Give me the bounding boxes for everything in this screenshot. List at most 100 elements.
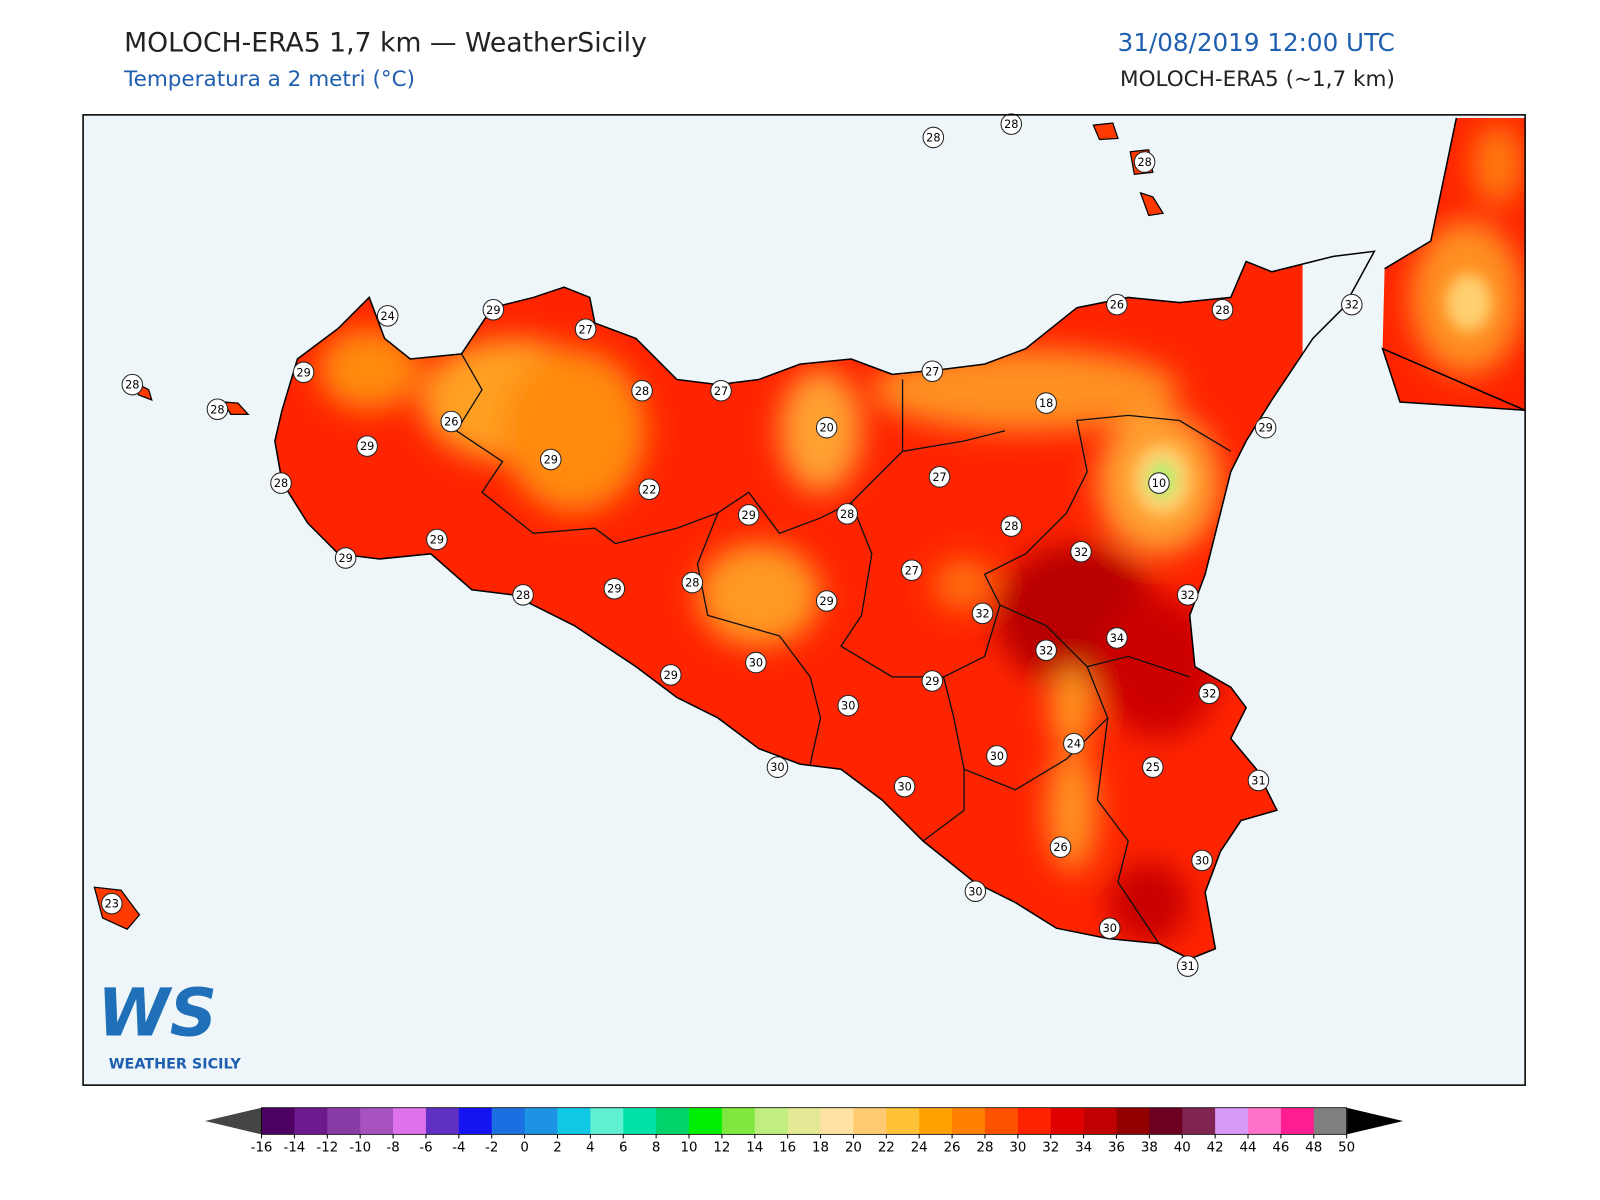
colorbar-segment xyxy=(853,1107,887,1135)
station-value: 27 xyxy=(714,385,728,398)
station-value: 22 xyxy=(642,483,656,496)
station-value: 30 xyxy=(841,700,855,713)
station-marker xyxy=(376,305,399,327)
colorbar-tick-label: -2 xyxy=(485,1141,498,1156)
station-value: 30 xyxy=(1103,922,1117,935)
station-marker xyxy=(1191,849,1213,872)
colorbar: -16 -14 -12 -10 -8 -6 -4 -2 0 2 4 6 8 10 12 14 16 18 20 22 2… xyxy=(205,1107,1404,1156)
station-marker xyxy=(426,528,448,551)
colorbar-segment xyxy=(1149,1107,1183,1135)
station-marker xyxy=(574,318,597,340)
station-value: 10 xyxy=(1152,477,1166,490)
colorbar-tick-label: -6 xyxy=(419,1141,432,1156)
station-marker xyxy=(660,664,682,686)
station-marker xyxy=(1000,515,1023,537)
colorbar-segment xyxy=(1215,1107,1249,1135)
datetime: 31/08/2019 12:00 UTC xyxy=(1118,28,1395,57)
colorbar-segment xyxy=(524,1107,558,1135)
station-value: 28 xyxy=(210,403,224,416)
colorbar-tick-label: 48 xyxy=(1305,1141,1322,1156)
subtitle: Temperatura a 2 metri (°C) xyxy=(123,67,415,92)
colorbar-tick-label: 2 xyxy=(553,1141,561,1156)
station-value: 28 xyxy=(125,379,139,392)
station-marker xyxy=(512,584,534,606)
colorbar-tick-label: -12 xyxy=(316,1141,338,1156)
colorbar-tick-label: 36 xyxy=(1108,1141,1125,1156)
station-marker xyxy=(1176,584,1199,606)
colorbar-tick-label: 42 xyxy=(1207,1141,1224,1156)
station-marker xyxy=(964,880,987,903)
station-value: 27 xyxy=(925,365,939,378)
station-value: 24 xyxy=(381,310,395,323)
station-marker xyxy=(901,559,923,582)
station-value: 28 xyxy=(274,477,288,490)
colorbar-segment xyxy=(1083,1107,1118,1135)
station-marker xyxy=(206,398,229,420)
colorbar-tick-label: 14 xyxy=(746,1141,763,1156)
colorbar-under xyxy=(205,1107,262,1135)
colorbar-segment xyxy=(590,1107,624,1135)
station-value: 30 xyxy=(770,761,784,774)
colorbar-tick-label: 46 xyxy=(1272,1141,1289,1156)
station-value: 30 xyxy=(749,657,763,670)
station-value: 32 xyxy=(1202,687,1216,700)
station-marker xyxy=(1198,682,1220,705)
logo-text: WEATHER SICILY xyxy=(109,1057,242,1073)
station-marker xyxy=(928,466,951,488)
colorbar-segment xyxy=(984,1107,1019,1135)
colorbar-tick-label: 30 xyxy=(1009,1141,1026,1156)
station-marker xyxy=(121,373,144,396)
colorbar-segment xyxy=(327,1107,361,1135)
station-marker xyxy=(737,504,760,526)
station-marker xyxy=(603,577,626,600)
colorbar-tick-label: 4 xyxy=(586,1141,594,1156)
colorbar-segment xyxy=(1280,1107,1315,1135)
colorbar-tick-label: -14 xyxy=(284,1141,306,1156)
station-value: 30 xyxy=(968,885,982,898)
station-value: 31 xyxy=(1251,775,1265,788)
station-value: 28 xyxy=(516,589,530,602)
colorbar-segment xyxy=(1248,1107,1282,1135)
station-marker xyxy=(482,298,505,321)
station-value: 29 xyxy=(360,440,374,453)
station-value: 29 xyxy=(819,595,833,608)
model-label: MOLOCH-ERA5 (~1,7 km) xyxy=(1120,67,1395,92)
station-marker xyxy=(815,416,838,439)
station-value: 32 xyxy=(1074,546,1088,559)
colorbar-segment xyxy=(721,1107,756,1135)
colorbar-tick-label: 10 xyxy=(681,1141,698,1156)
colorbar-tick-label: -8 xyxy=(386,1141,399,1156)
colorbar-tick-label: 6 xyxy=(619,1141,627,1156)
station-marker xyxy=(921,360,944,383)
station-marker xyxy=(1000,113,1023,135)
station-marker xyxy=(638,478,660,500)
station-value: 27 xyxy=(932,471,946,484)
station-marker xyxy=(1211,298,1234,321)
colorbar-segment xyxy=(754,1107,789,1135)
station-marker xyxy=(1070,541,1092,563)
station-value: 31 xyxy=(1181,960,1195,973)
colorbar-segment xyxy=(787,1107,822,1135)
station-marker xyxy=(1106,627,1128,649)
colorbar-segment xyxy=(360,1107,394,1135)
station-marker xyxy=(893,775,916,798)
colorbar-tick-label: 16 xyxy=(779,1141,796,1156)
station-value: 28 xyxy=(840,508,854,521)
station-labels: 24 29 27 29 28 28 26 29 28 29 28 27 20 22 29 28 29 29 28 29… xyxy=(101,113,1363,977)
station-marker xyxy=(837,694,859,717)
station-value: 20 xyxy=(819,422,833,435)
colorbar-over xyxy=(1346,1107,1404,1135)
colorbar-tick-label: 18 xyxy=(812,1141,829,1156)
station-marker xyxy=(334,547,357,569)
colorbar-outline xyxy=(261,1107,1348,1135)
colorbar-tick-label: 20 xyxy=(845,1141,862,1156)
station-value: 26 xyxy=(444,416,458,429)
colorbar-segment xyxy=(294,1107,328,1135)
station-marker xyxy=(766,756,789,778)
station-marker xyxy=(270,472,292,494)
colorbar-segment xyxy=(952,1107,986,1135)
station-marker xyxy=(101,892,123,915)
colorbar-tick-label: -4 xyxy=(452,1141,465,1156)
colorbar-segment xyxy=(557,1107,591,1135)
